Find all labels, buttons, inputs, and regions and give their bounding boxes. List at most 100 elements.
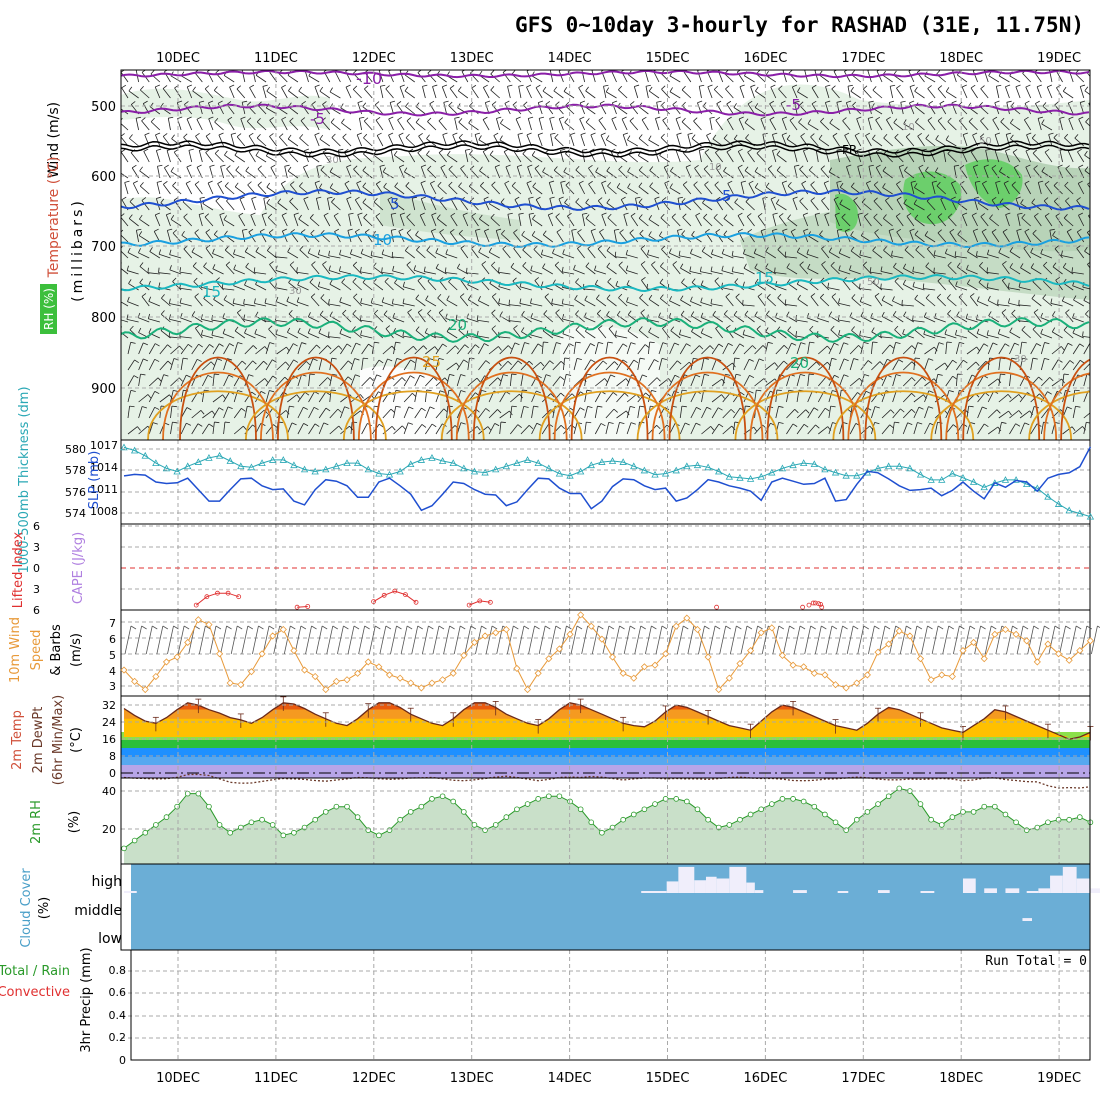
wind-barb xyxy=(245,266,256,275)
wind-barb-flag xyxy=(169,394,173,399)
wind-barb xyxy=(460,280,469,291)
wind-barb xyxy=(856,118,862,131)
wind-barb xyxy=(944,333,957,339)
wind-barb xyxy=(781,182,787,195)
wind-barb xyxy=(658,342,664,355)
rh2m-point xyxy=(630,811,637,818)
wind-barb xyxy=(726,328,734,339)
wind-barb xyxy=(275,256,288,259)
wind-barb xyxy=(898,166,904,179)
wind-barb-flag xyxy=(515,116,521,120)
wind-barb xyxy=(563,424,572,435)
wind-barb-flag xyxy=(691,278,696,283)
wind10m-speed-point xyxy=(789,661,797,669)
wind-barb xyxy=(217,183,224,195)
wind-barb-flag xyxy=(214,118,219,123)
wind-barb-flag xyxy=(526,84,532,88)
wind-barb-flag xyxy=(769,100,775,105)
wind-barb xyxy=(690,300,702,307)
wind-barb-flag xyxy=(989,214,993,219)
wind-barb-flag xyxy=(491,325,496,330)
wind-barb xyxy=(661,88,670,99)
wind-barb xyxy=(319,90,331,99)
wind-barb xyxy=(1062,360,1071,371)
wind-barb-flag xyxy=(838,329,841,336)
wind-barb xyxy=(1032,329,1042,339)
wind-barb xyxy=(318,286,330,291)
wind-barb xyxy=(1023,247,1032,259)
wind-barb xyxy=(713,217,723,227)
wind-barb-flag xyxy=(834,374,839,378)
wind-barb-flag xyxy=(431,423,437,428)
wind-barb-flag xyxy=(1024,422,1030,426)
wind-barb xyxy=(998,343,1006,355)
wind-barb xyxy=(1074,73,1085,83)
wind-barb-flag xyxy=(309,278,314,283)
wind-barb xyxy=(418,135,426,147)
wind-barb xyxy=(924,378,935,387)
wind-barb-flag xyxy=(664,180,670,184)
wind10m-speed-point xyxy=(141,685,149,694)
wind-barb-flag xyxy=(362,182,367,187)
date-label-top: 14DEC xyxy=(548,51,592,66)
wind-barb xyxy=(220,166,224,179)
lifted-index-point xyxy=(819,604,825,610)
wind-barb-flag xyxy=(681,389,687,392)
wind-barb xyxy=(223,391,231,403)
wind-barb xyxy=(405,137,416,147)
wind-barb xyxy=(489,283,500,291)
wind-barb xyxy=(446,331,458,339)
wind-barb-flag xyxy=(196,116,202,120)
wind-barb xyxy=(927,248,936,259)
wind-barb xyxy=(430,183,437,195)
wind-barb xyxy=(644,70,649,83)
wind-barb-flag xyxy=(236,85,242,90)
wind-barb xyxy=(296,271,309,275)
wind-barb xyxy=(414,424,423,435)
wind-barb xyxy=(165,214,171,227)
wind-barb-flag xyxy=(1002,228,1008,233)
wind-barb-flag xyxy=(497,377,502,382)
wind-barb-flag xyxy=(714,277,719,282)
wind-barb xyxy=(833,199,840,211)
wind-barb xyxy=(978,202,989,211)
wind-barb xyxy=(385,88,394,99)
wind-barb xyxy=(320,169,331,179)
wind-barb xyxy=(364,72,373,83)
wind-barb xyxy=(425,376,434,387)
thickness-point xyxy=(693,461,702,469)
wind-barb xyxy=(508,304,521,307)
wind-barb xyxy=(194,72,203,83)
thickness-point xyxy=(715,467,723,475)
wind-barb xyxy=(1051,378,1062,387)
wind-barb-flag xyxy=(963,132,969,136)
wind-barb-flag xyxy=(243,425,247,431)
wind-barb-flag xyxy=(918,406,924,410)
wind-barb xyxy=(1062,374,1065,387)
wind-barb xyxy=(281,119,288,131)
wind-barb xyxy=(379,86,384,99)
wind-barb-flag xyxy=(496,116,502,119)
wind-barb-flag xyxy=(455,345,460,350)
date-label-bottom: 15DEC xyxy=(646,1071,690,1086)
wind-barb xyxy=(850,90,862,99)
wind-barb-flag xyxy=(431,212,437,216)
wind-barb-flag xyxy=(141,406,148,409)
wind-barb-flag xyxy=(1024,116,1029,121)
wind-barb-flag xyxy=(484,343,489,347)
wind-barb xyxy=(531,343,539,355)
wind-barb xyxy=(675,118,681,131)
wind-barb xyxy=(359,118,363,131)
wind-barb xyxy=(616,378,627,387)
wind-barb xyxy=(1063,266,1074,275)
upper-y-tick: 600 xyxy=(91,170,116,185)
wind10m-speed-point xyxy=(640,663,648,671)
wind-barb xyxy=(578,87,586,99)
wind-barb xyxy=(776,203,787,211)
wind-barb xyxy=(513,328,522,339)
wind10m-tick: 5 xyxy=(109,649,116,662)
wind-barb xyxy=(828,358,833,371)
wind10m-speed-point xyxy=(322,685,330,694)
wind-barb-flag xyxy=(289,405,295,408)
wind-barb-flag xyxy=(723,230,728,235)
